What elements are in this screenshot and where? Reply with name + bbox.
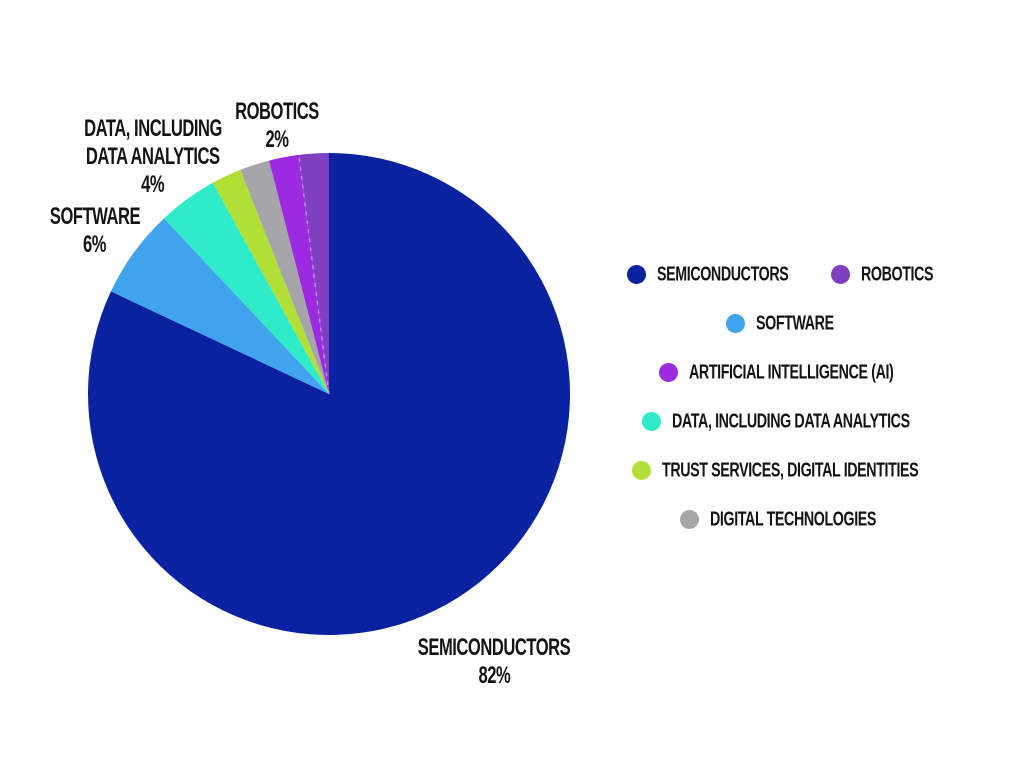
slice-label-robotics: ROBOTICS 2% bbox=[231, 97, 322, 153]
legend-swatch-trust bbox=[632, 461, 652, 480]
legend-row: ARTIFICIAL INTELLIGENCE (AI) bbox=[620, 348, 944, 397]
label-text: 4% bbox=[141, 170, 165, 198]
legend-swatch-ai bbox=[659, 363, 679, 382]
pie-slice-ai[interactable] bbox=[269, 154, 329, 394]
pie-slice-data[interactable] bbox=[164, 182, 329, 394]
legend-item-trust[interactable]: TRUST SERVICES, DIGITAL IDENTITIES bbox=[632, 459, 932, 482]
label-text: DATA, INCLUDING bbox=[84, 114, 222, 142]
slice-label-software: SOFTWARE 6% bbox=[46, 202, 144, 258]
label-text: SEMICONDUCTORS bbox=[417, 633, 571, 661]
label-text: SOFTWARE bbox=[49, 202, 141, 230]
slice-percent-text: 6% bbox=[46, 230, 144, 258]
slice-percent-text: 4% bbox=[78, 170, 228, 198]
slice-percent-text: 2% bbox=[231, 125, 322, 153]
slice-name-text: ROBOTICS bbox=[231, 97, 322, 125]
legend-row: SOFTWARE bbox=[620, 299, 944, 348]
legend-item-ai[interactable]: ARTIFICIAL INTELLIGENCE (AI) bbox=[659, 361, 904, 384]
legend-item-data[interactable]: DATA, INCLUDING DATA ANALYTICS bbox=[641, 410, 922, 433]
slice-label-semiconductors: SEMICONDUCTORS 82% bbox=[411, 633, 577, 689]
legend-item-digital[interactable]: DIGITAL TECHNOLOGIES bbox=[679, 508, 885, 531]
legend-label: SOFTWARE bbox=[756, 312, 834, 335]
legend-label: ARTIFICIAL INTELLIGENCE (AI) bbox=[689, 361, 894, 384]
legend-row: TRUST SERVICES, DIGITAL IDENTITIES bbox=[620, 446, 944, 495]
legend-row: SEMICONDUCTORS ROBOTICS bbox=[620, 250, 944, 299]
legend-swatch-robotics bbox=[831, 265, 851, 284]
legend-label: SEMICONDUCTORS bbox=[656, 263, 789, 286]
slice-name-text: DATA, INCLUDING bbox=[78, 114, 228, 142]
legend-item-robotics[interactable]: ROBOTICS bbox=[831, 263, 937, 286]
pie-slice-digital[interactable] bbox=[240, 160, 329, 394]
pie-slice-semiconductors[interactable] bbox=[88, 153, 571, 636]
legend-item-software[interactable]: SOFTWARE bbox=[726, 312, 838, 335]
label-text: DATA ANALYTICS bbox=[86, 142, 220, 170]
legend-label: DATA, INCLUDING DATA ANALYTICS bbox=[671, 410, 910, 433]
chart-legend: SEMICONDUCTORS ROBOTICS SOFTWARE ARTIFICIAL… bbox=[620, 250, 944, 544]
legend-label: TRUST SERVICES, DIGITAL IDENTITIES bbox=[662, 459, 919, 482]
legend-swatch-software bbox=[726, 314, 746, 333]
label-text: ROBOTICS bbox=[235, 97, 319, 125]
pie-slice-trust[interactable] bbox=[212, 169, 329, 394]
slice-label-data: DATA, INCLUDING DATA ANALYTICS 4% bbox=[78, 114, 228, 198]
slice-name-text: SOFTWARE bbox=[46, 202, 144, 230]
slice-divider-dashed bbox=[298, 154, 330, 395]
legend-label: ROBOTICS bbox=[861, 263, 934, 286]
legend-swatch-data bbox=[641, 412, 661, 431]
label-text: 2% bbox=[265, 125, 289, 153]
label-text: 6% bbox=[83, 230, 107, 258]
pie-slice-software[interactable] bbox=[110, 218, 329, 394]
legend-label: DIGITAL TECHNOLOGIES bbox=[709, 508, 876, 531]
legend-swatch-digital bbox=[679, 510, 699, 529]
label-text: 82% bbox=[478, 661, 510, 689]
legend-item-semiconductors[interactable]: SEMICONDUCTORS bbox=[626, 263, 795, 286]
slice-name-text: SEMICONDUCTORS bbox=[411, 633, 577, 661]
slice-percent-text: 82% bbox=[411, 661, 577, 689]
legend-swatch-semiconductors bbox=[626, 265, 646, 284]
legend-row: DIGITAL TECHNOLOGIES bbox=[620, 495, 944, 544]
legend-row: DATA, INCLUDING DATA ANALYTICS bbox=[620, 397, 944, 446]
slice-name-text: DATA ANALYTICS bbox=[78, 142, 228, 170]
